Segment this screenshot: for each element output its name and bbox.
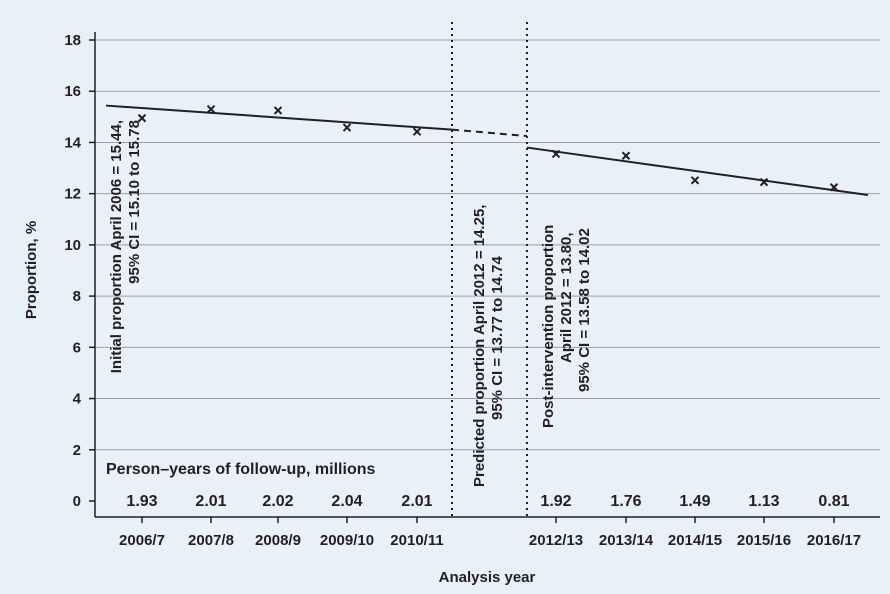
marker-stroke [412, 127, 422, 136]
marker-stroke [342, 123, 352, 132]
x-tick-label: 2013/14 [599, 532, 654, 549]
y-tick-label: 6 [73, 339, 81, 356]
data-point [342, 123, 352, 132]
marker-stroke [273, 106, 283, 115]
person-years-value: 1.93 [126, 493, 157, 510]
person-years-value: 2.04 [331, 493, 362, 510]
person-years-value: 2.01 [401, 493, 432, 510]
x-axis-title: Analysis year [439, 569, 536, 586]
data-point [759, 177, 769, 187]
x-tick-label: 2014/15 [668, 532, 722, 549]
data-point [273, 106, 283, 115]
marker-stroke [137, 113, 147, 123]
axes [94, 32, 880, 523]
x-tick-label: 2015/16 [737, 532, 791, 549]
marker-stroke [829, 183, 839, 192]
x-tick-label: 2016/17 [807, 532, 861, 549]
y-tick-label: 12 [64, 186, 81, 203]
y-tick-label: 2 [73, 442, 81, 459]
x-tick-label: 2008/9 [255, 532, 301, 549]
person-years-values: 1.93 2.01 2.02 2.04 2.01 1.92 1.76 1.49 1.13 0.81 [126, 493, 849, 510]
person-years-value: 2.01 [195, 493, 226, 510]
annotation-predicted: Predicted proportion April 2012 = 14.25, [471, 205, 488, 487]
y-axis-title: Proportion, % [23, 221, 40, 319]
person-years-value: 1.49 [679, 493, 710, 510]
person-years-value: 1.13 [748, 493, 779, 510]
person-years-value: 1.92 [540, 493, 571, 510]
marker-stroke [759, 177, 769, 187]
data-point [690, 176, 700, 185]
marker-stroke [551, 149, 561, 159]
y-tick-label: 4 [73, 391, 82, 408]
x-tick-label: 2010/11 [390, 532, 443, 549]
annotation-initial: Initial proportion April 2006 = 15.44, [108, 120, 125, 373]
marker-stroke [621, 151, 631, 160]
x-tick-label: 2009/10 [320, 532, 374, 549]
person-years-value: 2.02 [262, 493, 293, 510]
y-tick-label: 0 [73, 493, 81, 510]
data-point [621, 151, 631, 160]
x-tick-label: 2012/13 [529, 532, 583, 549]
y-tick-label: 18 [64, 32, 81, 49]
trend-line-post [526, 146, 869, 196]
annotation-post: Post-intervention proportion [540, 225, 557, 428]
annotation-post-date: April 2012 = 13.80, [558, 232, 575, 363]
annotation-predicted-ci: 95% CI = 13.77 to 14.74 [489, 255, 506, 420]
person-years-title: Person–years of follow-up, millions [106, 461, 375, 478]
intervention-lines [451, 22, 528, 517]
y-tick-label: 14 [64, 134, 81, 151]
x-tick-label: 2007/8 [188, 532, 234, 549]
grid-lines [89, 39, 880, 502]
data-point [412, 127, 422, 136]
x-tick-label: 2006/7 [119, 532, 165, 549]
y-tick-label: 8 [73, 288, 81, 305]
data-point [206, 104, 216, 114]
data-point [551, 149, 561, 159]
marker-stroke [206, 104, 216, 114]
annotation-initial-ci: 95% CI = 15.10 to 15.78 [126, 120, 143, 284]
y-tick-label: 10 [64, 237, 81, 254]
data-point [829, 183, 839, 192]
annotations: Initial proportion April 2006 = 15.44, 95… [108, 120, 593, 487]
annotation-post-ci: 95% CI = 13.58 to 14.02 [576, 228, 593, 392]
tick-labels: 0 2 4 6 8 10 12 14 16 18 2006/7 2007/8 2008/9 2009/10… [64, 32, 861, 549]
y-tick-label: 16 [64, 83, 81, 100]
person-years-value: 1.76 [610, 493, 641, 510]
trend-line-pre [105, 104, 453, 131]
marker-stroke [690, 176, 700, 185]
person-years-value: 0.81 [818, 493, 849, 510]
data-points [137, 104, 839, 192]
trend-line-predicted [451, 128, 528, 138]
trend-lines [105, 104, 869, 196]
data-point [137, 113, 147, 123]
